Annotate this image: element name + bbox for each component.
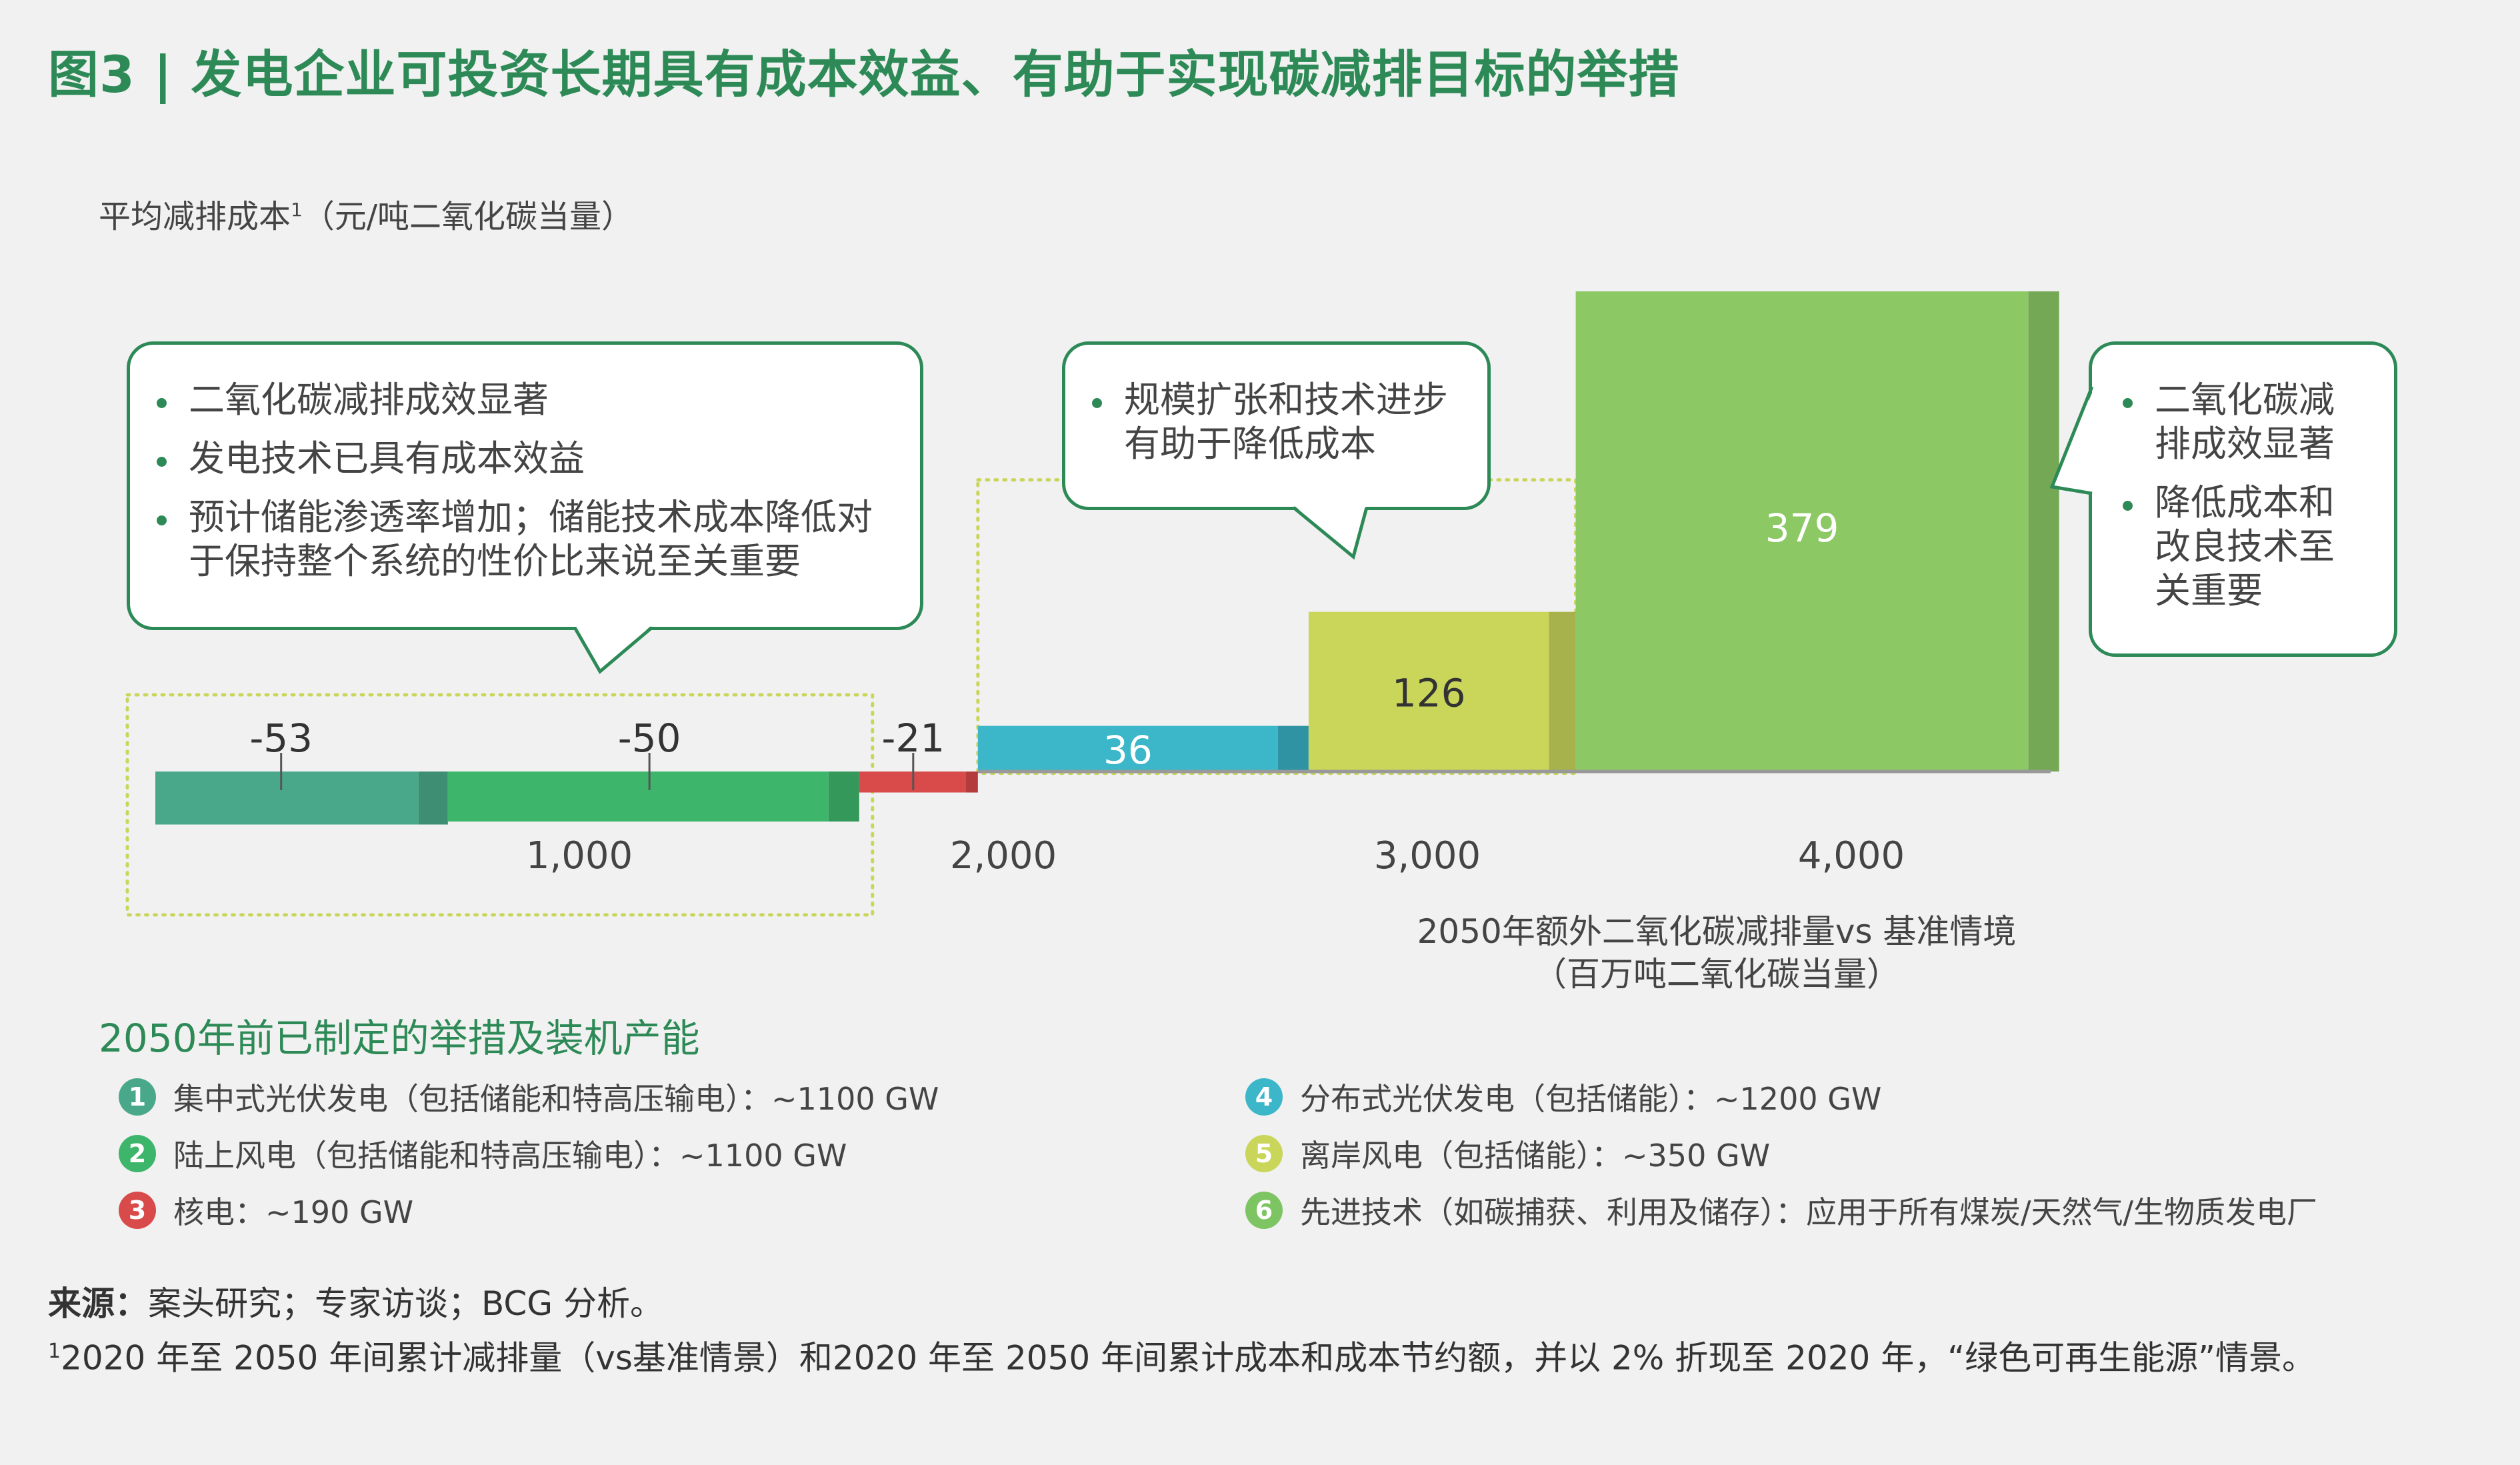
footnote: 12020 年至 2050 年间累计减排量（vs基准情景）和2020 年至 20… xyxy=(48,1327,2461,1383)
y-axis-title-text: 平均减排成本 xyxy=(99,198,291,235)
measure-number-badge: 1 xyxy=(119,1078,156,1116)
callout-right-points: 二氧化碳减排成效显著 降低成本和改良技术至关重要 xyxy=(2123,378,2367,613)
measure-item-3: 3 核电：~190 GW xyxy=(119,1190,939,1230)
bar-4-value-label: 36 xyxy=(1103,727,1153,773)
bar-3-value-label: -21 xyxy=(881,715,945,761)
bar-1-value-label: -53 xyxy=(249,715,313,761)
bar-6-edge xyxy=(2028,291,2059,772)
callout-middle: 规模扩张和技术进步有助于降低成本 xyxy=(1062,341,1491,510)
callout-right-tail xyxy=(2049,386,2095,495)
x-tick-label-3000: 3,000 xyxy=(1374,834,1481,878)
measure-item-1: 1 集中式光伏发电（包括储能和特高压输电）：~1100 GW xyxy=(119,1077,939,1117)
bullet-dot-icon xyxy=(157,515,167,525)
measure-item-text: 分布式光伏发电（包括储能）：~1200 GW xyxy=(1300,1081,1882,1117)
callout-left-tail xyxy=(573,625,653,674)
bullet-dot-icon xyxy=(157,457,167,467)
source-text: 案头研究；专家访谈；BCG 分析。 xyxy=(148,1284,663,1323)
callout-middle-tail xyxy=(1292,505,1369,560)
bar-4-edge xyxy=(1277,725,1309,772)
callout-left-point-1: 二氧化碳减排成效显著 xyxy=(157,378,893,422)
page-title: 图3 | 发电企业可投资长期具有成本效益、有助于实现碳减排目标的举措 xyxy=(48,45,1680,104)
bar-5-value-label: 126 xyxy=(1392,670,1466,715)
measure-item-text: 集中式光伏发电（包括储能和特高压输电）：~1100 GW xyxy=(173,1081,939,1117)
callout-left-point-3-text: 预计储能渗透率增加；储能技术成本降低对于保持整个系统的性价比来说至关重要 xyxy=(189,496,873,582)
x-tick-label-1000: 1,000 xyxy=(526,834,633,878)
x-tick-label-2000: 2,000 xyxy=(950,834,1057,878)
x-axis-title-line-2: （百万吨二氧化碳当量） xyxy=(1533,955,1900,994)
bullet-dot-icon xyxy=(2123,501,2133,511)
measure-number-badge: 2 xyxy=(119,1135,156,1172)
bar-1 xyxy=(155,772,419,825)
measures-left-column: 1 集中式光伏发电（包括储能和特高压输电）：~1100 GW 2 陆上风电（包括储能… xyxy=(119,1077,939,1247)
bar-2-value-label: -50 xyxy=(618,715,681,761)
measure-item-6: 6 先进技术（如碳捕获、利用及储存）：应用于所有煤炭/天然气/生物质发电厂 xyxy=(1245,1190,2317,1230)
bar-5-edge xyxy=(1549,611,1576,772)
bar-2-edge xyxy=(828,772,859,822)
footnote-mark: 1 xyxy=(48,1340,61,1363)
measure-item-text: 陆上风电（包括储能和特高压输电）：~1100 GW xyxy=(173,1138,847,1174)
bar-6-value-label: 379 xyxy=(1765,505,1839,551)
callout-right-point-2: 降低成本和改良技术至关重要 xyxy=(2123,481,2367,613)
callout-left-point-3: 预计储能渗透率增加；储能技术成本降低对于保持整个系统的性价比来说至关重要 xyxy=(157,495,893,583)
callout-right: 二氧化碳减排成效显著 降低成本和改良技术至关重要 xyxy=(2089,341,2397,657)
y-axis-title: 平均减排成本1（元/吨二氧化碳当量） xyxy=(99,190,633,237)
callout-right-point-1: 二氧化碳减排成效显著 xyxy=(2123,378,2367,466)
bar-2 xyxy=(447,772,829,822)
callout-left-point-1-text: 二氧化碳减排成效显著 xyxy=(189,379,549,421)
measure-item-4: 4 分布式光伏发电（包括储能）：~1200 GW xyxy=(1245,1077,2317,1117)
measures-right-column: 4 分布式光伏发电（包括储能）：~1200 GW 5 离岸风电（包括储能）：~350… xyxy=(1245,1077,2317,1247)
callout-left: 二氧化碳减排成效显著 发电技术已具有成本效益 预计储能渗透率增加；储能技术成本降… xyxy=(127,341,923,630)
bar-1-edge xyxy=(418,772,448,825)
negative-cost-group-box xyxy=(125,693,875,917)
measure-number-badge: 4 xyxy=(1245,1078,1283,1116)
x-tick-label-4000: 4,000 xyxy=(1798,834,1905,878)
measure-item-5: 5 离岸风电（包括储能）：~350 GW xyxy=(1245,1134,2317,1174)
bullet-dot-icon xyxy=(1092,398,1102,408)
callout-right-point-1-text: 二氧化碳减排成效显著 xyxy=(2155,379,2335,465)
callout-left-point-2-text: 发电技术已具有成本效益 xyxy=(189,437,585,479)
callout-left-points: 二氧化碳减排成效显著 发电技术已具有成本效益 预计储能渗透率增加；储能技术成本降… xyxy=(157,378,893,583)
bullet-dot-icon xyxy=(157,398,167,408)
callout-left-point-2: 发电技术已具有成本效益 xyxy=(157,437,893,481)
callout-right-point-2-text: 降低成本和改良技术至关重要 xyxy=(2155,481,2335,611)
measure-item-text: 离岸风电（包括储能）：~350 GW xyxy=(1300,1138,1771,1174)
measure-number-badge: 6 xyxy=(1245,1192,1283,1229)
measures-title: 2050年前已制定的举措及装机产能 xyxy=(99,1016,700,1061)
measure-number-badge: 3 xyxy=(119,1192,156,1229)
bar-6 xyxy=(1575,291,2029,772)
bar-3-edge xyxy=(966,772,978,793)
callout-middle-point-1: 规模扩张和技术进步有助于降低成本 xyxy=(1092,378,1461,466)
x-axis-title-line-1: 2050年额外二氧化碳减排量vs 基准情境 xyxy=(1417,912,2017,951)
callout-middle-points: 规模扩张和技术进步有助于降低成本 xyxy=(1092,378,1461,466)
source-note: 来源：案头研究；专家访谈；BCG 分析。 xyxy=(48,1277,663,1325)
x-axis-title: 2050年额外二氧化碳减排量vs 基准情境 （百万吨二氧化碳当量） xyxy=(1383,910,2050,996)
y-axis-title-footnote-mark: 1 xyxy=(291,199,303,221)
measure-item-text: 核电：~190 GW xyxy=(173,1194,414,1230)
bar-5 xyxy=(1308,611,1549,772)
source-label: 来源： xyxy=(48,1284,148,1323)
callout-middle-point-1-text: 规模扩张和技术进步有助于降低成本 xyxy=(1124,379,1448,465)
y-axis-unit: （元/吨二氧化碳当量） xyxy=(302,198,634,235)
measure-item-2: 2 陆上风电（包括储能和特高压输电）：~1100 GW xyxy=(119,1134,939,1174)
measure-number-badge: 5 xyxy=(1245,1135,1283,1172)
bullet-dot-icon xyxy=(2123,398,2133,408)
footnote-text: 2020 年至 2050 年间累计减排量（vs基准情景）和2020 年至 205… xyxy=(61,1338,2316,1378)
bar-4 xyxy=(977,725,1278,772)
measure-item-text: 先进技术（如碳捕获、利用及储存）：应用于所有煤炭/天然气/生物质发电厂 xyxy=(1300,1194,2317,1230)
